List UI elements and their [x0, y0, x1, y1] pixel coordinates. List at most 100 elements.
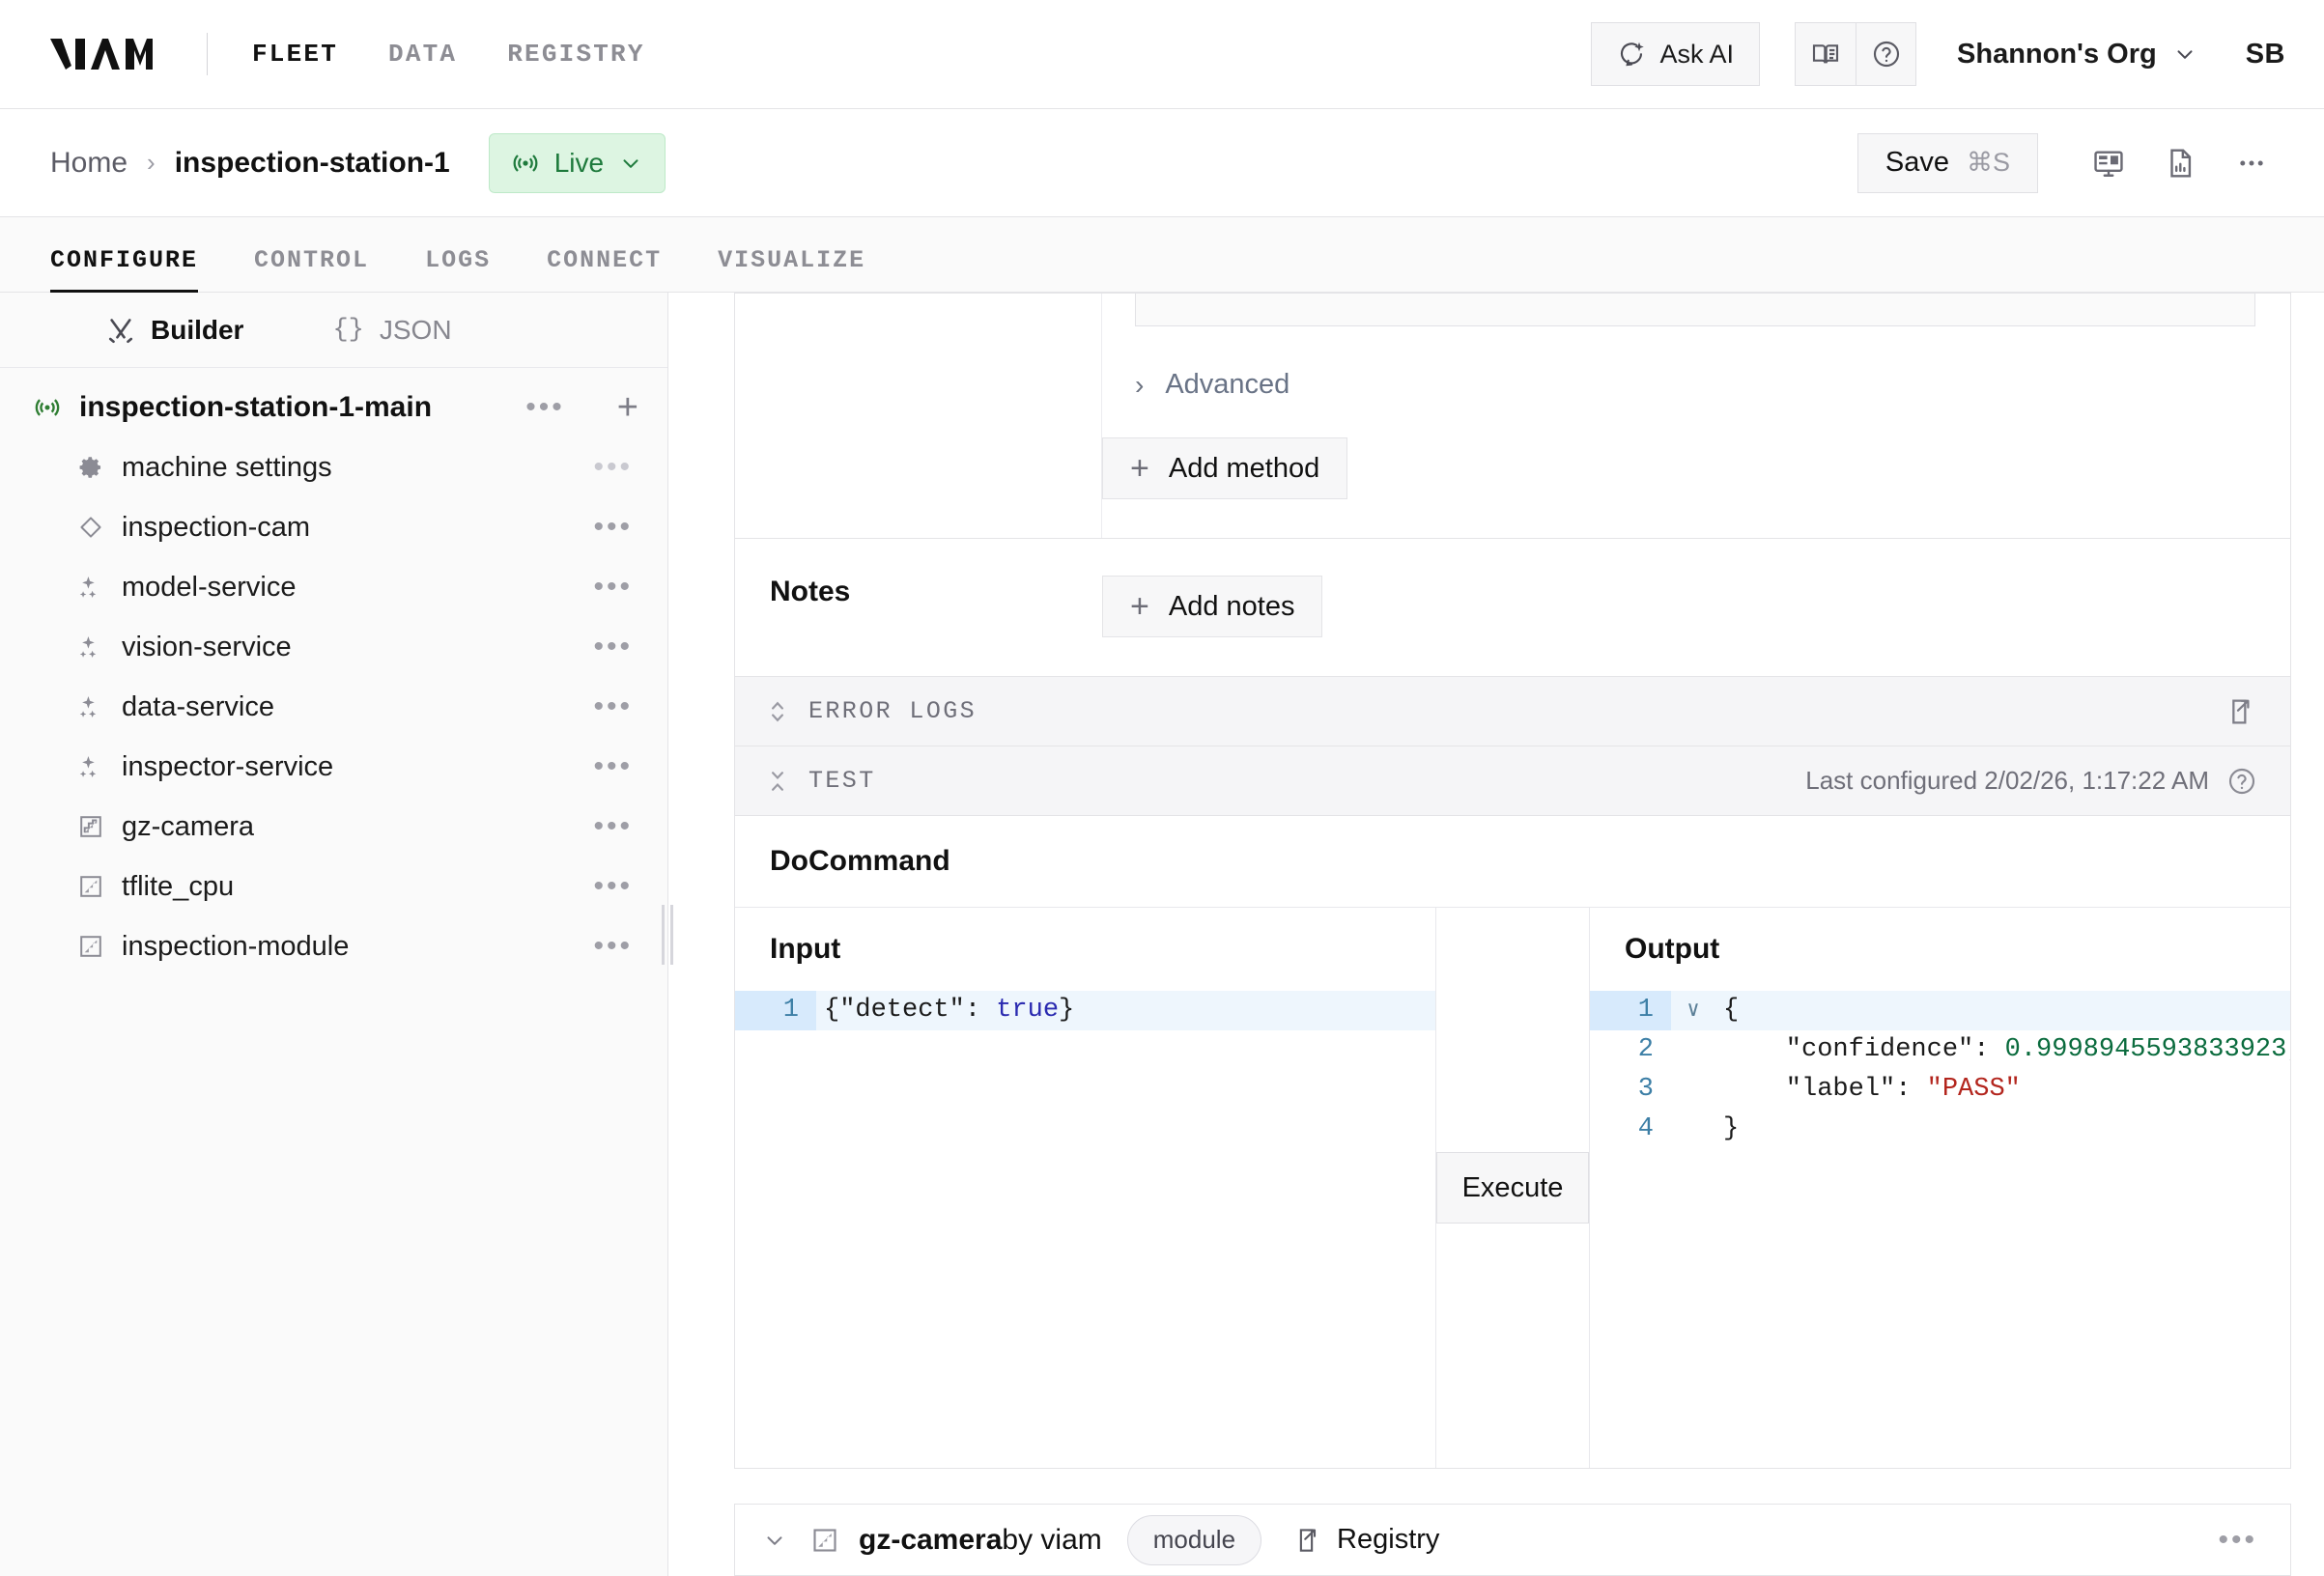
module-card-menu[interactable]: •••: [2218, 1523, 2257, 1556]
save-button[interactable]: Save ⌘S: [1856, 132, 2038, 193]
external-link-icon[interactable]: [2226, 696, 2257, 727]
line-number: 1: [735, 991, 816, 1030]
tab-configure[interactable]: CONFIGURE: [50, 246, 199, 293]
sidebar-item-inspector-service[interactable]: inspector-service •••: [0, 737, 667, 797]
execute-button[interactable]: Execute: [1436, 1152, 1589, 1224]
line-number: 2: [1637, 1035, 1654, 1064]
add-notes-label: Add notes: [1168, 590, 1295, 622]
error-logs-section-header[interactable]: ERROR LOGS: [735, 676, 2290, 746]
sidebar-item-label: vision-service: [122, 631, 292, 662]
sidebar-item-label: tflite_cpu: [122, 870, 235, 902]
attributes-content: › Advanced + Add method: [1102, 294, 2290, 538]
input-code-editor[interactable]: 1 {"detect": true}: [735, 991, 1435, 1468]
sidebar-item-menu[interactable]: •••: [593, 631, 633, 662]
layout-gap: [668, 293, 734, 1576]
chevron-down-icon: [618, 151, 643, 176]
sidebar-resize-handle[interactable]: [660, 901, 675, 969]
viam-logo[interactable]: [50, 37, 153, 71]
notes-label: Notes: [770, 576, 851, 607]
ellipsis-icon[interactable]: [2222, 133, 2281, 193]
module-icon: [77, 933, 104, 960]
code-text: "label": "PASS": [1715, 1070, 2021, 1110]
sidebar-item-data-service[interactable]: data-service •••: [0, 677, 667, 737]
config-tree: inspection-station-1-main ••• + machine …: [0, 368, 667, 1576]
chevron-down-icon[interactable]: [762, 1528, 787, 1553]
nav-link-fleet[interactable]: FLEET: [252, 40, 339, 69]
component-config-card: › Advanced + Add method Notes +: [734, 293, 2291, 1469]
tab-visualize[interactable]: VISUALIZE: [718, 246, 866, 274]
tab-control[interactable]: CONTROL: [254, 246, 370, 274]
file-chart-icon[interactable]: [2150, 133, 2210, 193]
ask-ai-button[interactable]: Ask AI: [1591, 22, 1761, 86]
test-section-header[interactable]: TEST Last configured 2/02/26, 1:17:22 AM: [735, 746, 2290, 815]
sidebar-item-menu[interactable]: •••: [593, 690, 633, 722]
config-sidebar: Builder {} JSON: [0, 293, 673, 1576]
tab-logs[interactable]: LOGS: [425, 246, 492, 274]
notes-row: Notes + Add notes: [735, 538, 2290, 676]
sidebar-item-label: inspection-module: [122, 930, 350, 962]
advanced-disclosure[interactable]: › Advanced: [1102, 326, 2290, 401]
sidebar-item-menu[interactable]: •••: [593, 750, 633, 782]
sidebar-item-vision-service[interactable]: vision-service •••: [0, 617, 667, 677]
module-card-name: gz-camera: [859, 1523, 1003, 1556]
nav-link-registry[interactable]: REGISTRY: [507, 40, 645, 69]
nav-links: FLEET DATA REGISTRY: [252, 40, 645, 69]
diamond-icon: [77, 514, 104, 541]
sidebar-item-machine-settings[interactable]: machine settings •••: [0, 437, 667, 497]
output-code-viewer[interactable]: 1 ∨ { 2 "confidence": 0.9998945593833923…: [1590, 991, 2290, 1468]
resize-grip-bar: [670, 904, 673, 965]
breadcrumb-actions: Save ⌘S: [1856, 132, 2281, 193]
code-token-bool: true: [996, 996, 1060, 1025]
mode-json-label: JSON: [379, 314, 452, 345]
tree-root-machine[interactable]: inspection-station-1-main ••• +: [0, 378, 667, 437]
status-badge-label: Live: [553, 147, 605, 178]
error-logs-title: ERROR LOGS: [808, 697, 978, 725]
advanced-label: Advanced: [1165, 369, 1290, 400]
add-method-button[interactable]: + Add method: [1102, 437, 1348, 499]
monitor-icon[interactable]: [2079, 133, 2139, 193]
plus-icon[interactable]: +: [616, 387, 638, 428]
sidebar-item-inspection-module[interactable]: inspection-module •••: [0, 916, 667, 976]
question-circle-icon[interactable]: [2226, 766, 2257, 797]
execute-column: Execute: [1436, 908, 1589, 1468]
fold-toggle-icon[interactable]: ∨: [1686, 999, 1700, 1023]
add-notes-button[interactable]: + Add notes: [1102, 576, 1323, 637]
breadcrumb-home[interactable]: Home: [50, 146, 128, 179]
nav-link-data[interactable]: DATA: [388, 40, 458, 69]
top-navigation-bar: FLEET DATA REGISTRY Ask AI: [0, 0, 2324, 109]
sidebar-item-model-service[interactable]: model-service •••: [0, 557, 667, 617]
module-icon: [810, 1526, 839, 1555]
sidebar-item-gz-camera[interactable]: gz-camera •••: [0, 797, 667, 857]
sidebar-item-menu[interactable]: •••: [593, 511, 633, 543]
attributes-row: › Advanced + Add method: [735, 294, 2290, 538]
sidebar-item-menu[interactable]: •••: [593, 870, 633, 902]
sidebar-item-tflite-cpu[interactable]: tflite_cpu •••: [0, 857, 667, 916]
code-line: 1 {"detect": true}: [735, 991, 1435, 1030]
sidebar-item-menu[interactable]: •••: [593, 810, 633, 842]
avatar[interactable]: SB: [2245, 38, 2285, 70]
partial-input-field[interactable]: [1135, 294, 2255, 326]
module-type-pill[interactable]: module: [1126, 1514, 1262, 1565]
code-text: "confidence": 0.9998945593833923,: [1715, 1030, 2290, 1070]
tree-root-menu[interactable]: •••: [525, 391, 565, 423]
code-token: "label":: [1723, 1075, 1927, 1104]
mode-builder[interactable]: Builder: [106, 315, 243, 346]
registry-link[interactable]: Registry: [1294, 1524, 1439, 1556]
org-switcher[interactable]: Shannon's Org: [1957, 39, 2197, 70]
tree-root-label: inspection-station-1-main: [79, 391, 433, 423]
module-card-gz-camera[interactable]: gz-camera by viam module Registry •••: [734, 1504, 2291, 1576]
chevron-collapse-icon: [768, 767, 787, 796]
top-nav-right-group: Ask AI: [1591, 22, 2285, 86]
status-badge[interactable]: Live: [488, 132, 666, 193]
save-button-label: Save: [1885, 147, 1949, 178]
sidebar-item-inspection-cam[interactable]: inspection-cam •••: [0, 497, 667, 557]
book-icon[interactable]: [1796, 23, 1856, 85]
tab-connect[interactable]: CONNECT: [547, 246, 663, 274]
sidebar-item-menu[interactable]: •••: [593, 571, 633, 603]
mode-json[interactable]: {} JSON: [332, 315, 451, 346]
sidebar-item-menu[interactable]: •••: [593, 451, 633, 483]
line-number: 1: [1590, 991, 1671, 1030]
code-text: {: [1723, 996, 1740, 1025]
question-circle-icon[interactable]: [1856, 23, 1915, 85]
sidebar-item-menu[interactable]: •••: [593, 930, 633, 962]
